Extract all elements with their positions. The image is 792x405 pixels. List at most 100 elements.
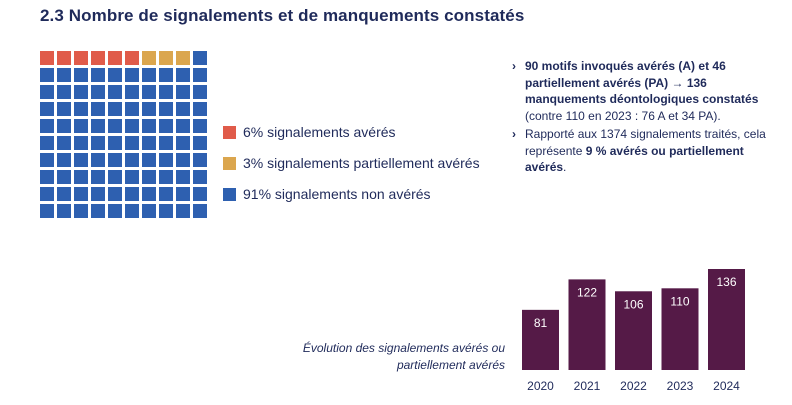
- notes-block: › 90 motifs invoqués avérés (A) et 46 par…: [510, 58, 775, 176]
- note-item: › Rapporté aux 1374 signalements traités,…: [510, 126, 775, 176]
- waffle-cell: [91, 170, 105, 184]
- waffle-cell: [74, 68, 88, 82]
- legend-swatch: [223, 125, 236, 139]
- waffle-cell: [91, 102, 105, 116]
- bar-value-label: 122: [577, 285, 597, 299]
- bar-value-label: 81: [534, 316, 548, 330]
- waffle-cell: [159, 119, 173, 133]
- waffle-cell: [193, 119, 207, 133]
- chevron-right-icon: ›: [512, 127, 516, 141]
- waffle-cell: [176, 102, 190, 116]
- waffle-cell: [159, 102, 173, 116]
- waffle-cell: [57, 187, 71, 201]
- waffle-cell: [40, 187, 54, 201]
- waffle-cell: [125, 102, 139, 116]
- waffle-cell: [40, 119, 54, 133]
- waffle-cell: [40, 85, 54, 99]
- waffle-cell: [40, 204, 54, 218]
- waffle-cell: [40, 170, 54, 184]
- waffle-cell: [125, 153, 139, 167]
- waffle-cell: [74, 187, 88, 201]
- waffle-cell: [91, 85, 105, 99]
- waffle-cell: [159, 136, 173, 150]
- note-text: 9 % avérés ou partiellement avérés: [525, 143, 744, 175]
- waffle-cell: [125, 68, 139, 82]
- waffle-cell: [74, 204, 88, 218]
- note-text: (contre 110 en 2023 : 76 A et 34 PA).: [525, 108, 721, 123]
- waffle-cell: [142, 136, 156, 150]
- waffle-cell: [176, 170, 190, 184]
- waffle-cell: [193, 187, 207, 201]
- waffle-cell: [74, 119, 88, 133]
- waffle-chart: [40, 51, 207, 218]
- waffle-cell: [91, 153, 105, 167]
- waffle-cell: [57, 153, 71, 167]
- bar-2021: [568, 279, 606, 370]
- waffle-cell: [74, 102, 88, 116]
- legend-label: 3% signalements partiellement avérés: [243, 155, 480, 171]
- waffle-cell: [57, 136, 71, 150]
- waffle-cell: [193, 170, 207, 184]
- waffle-cell: [57, 85, 71, 99]
- waffle-cell: [57, 68, 71, 82]
- note-text: Rapporté aux 1374 signalements traités, …: [525, 127, 766, 158]
- waffle-cell: [91, 204, 105, 218]
- waffle-cell: [193, 85, 207, 99]
- x-tick-label: 2023: [667, 379, 694, 393]
- legend-item: 91% signalements non avérés: [223, 186, 480, 202]
- waffle-cell: [40, 153, 54, 167]
- waffle-cell: [108, 68, 122, 82]
- waffle-cell: [142, 119, 156, 133]
- waffle-cell: [142, 187, 156, 201]
- waffle-cell: [108, 85, 122, 99]
- bar-2020: [522, 309, 559, 370]
- waffle-cell: [142, 51, 156, 65]
- waffle-cell: [91, 187, 105, 201]
- waffle-cell: [40, 51, 54, 65]
- waffle-cell: [193, 204, 207, 218]
- note-text: 90 motifs invoqués avérés (A) et 46 part…: [525, 59, 759, 106]
- note-item: › 90 motifs invoqués avérés (A) et 46 par…: [510, 58, 775, 124]
- waffle-cell: [57, 102, 71, 116]
- waffle-cell: [142, 170, 156, 184]
- note-text: .: [563, 160, 567, 174]
- waffle-cell: [108, 119, 122, 133]
- bar-2023: [661, 288, 699, 370]
- waffle-cell: [142, 85, 156, 99]
- waffle-cell: [74, 136, 88, 150]
- waffle-cell: [159, 153, 173, 167]
- waffle-cell: [40, 68, 54, 82]
- waffle-cell: [108, 51, 122, 65]
- x-tick-label: 2020: [527, 379, 554, 393]
- waffle-cell: [193, 51, 207, 65]
- waffle-cell: [193, 136, 207, 150]
- waffle-cell: [40, 102, 54, 116]
- waffle-cell: [91, 136, 105, 150]
- waffle-cell: [159, 170, 173, 184]
- legend-label: 91% signalements non avérés: [243, 186, 431, 202]
- waffle-cell: [159, 85, 173, 99]
- waffle-cell: [176, 68, 190, 82]
- waffle-cell: [108, 153, 122, 167]
- waffle-cell: [57, 119, 71, 133]
- waffle-cell: [142, 68, 156, 82]
- waffle-cell: [159, 204, 173, 218]
- waffle-cell: [57, 51, 71, 65]
- waffle-cell: [108, 204, 122, 218]
- x-tick-label: 2024: [713, 379, 740, 393]
- waffle-cell: [57, 204, 71, 218]
- waffle-cell: [142, 102, 156, 116]
- waffle-cell: [91, 119, 105, 133]
- legend-item: 6% signalements avérés: [223, 124, 480, 140]
- waffle-cell: [40, 136, 54, 150]
- waffle-cell: [193, 102, 207, 116]
- page-title: 2.3 Nombre de signalements et de manquem…: [40, 6, 525, 25]
- bar-chart-caption: Évolution des signalements avérés ou par…: [302, 341, 505, 372]
- waffle-cell: [91, 51, 105, 65]
- legend-swatch: [223, 156, 236, 170]
- waffle-cell: [176, 153, 190, 167]
- bar-chart: 81 2020 122 2021 106 2022 110 2023 136 2024: [522, 269, 745, 393]
- waffle-cell: [142, 153, 156, 167]
- waffle-cell: [125, 187, 139, 201]
- waffle-cell: [108, 187, 122, 201]
